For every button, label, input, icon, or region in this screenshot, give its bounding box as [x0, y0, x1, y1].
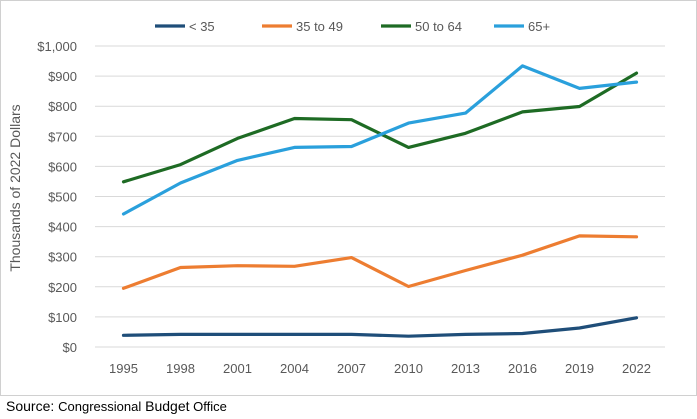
y-tick-label: $1,000 — [37, 39, 77, 54]
x-tick-label: 2019 — [565, 361, 594, 376]
y-tick-label: $300 — [48, 250, 77, 265]
source-org-2: Budget — [141, 398, 190, 414]
legend: < 35 35 to 49 50 to 64 65+ — [155, 19, 550, 34]
chart-frame — [0, 0, 697, 396]
x-tick-label: 2007 — [337, 361, 366, 376]
series-line-0 — [121, 316, 639, 338]
source-label: Source: — [6, 398, 59, 414]
x-tick-label: 2022 — [622, 361, 651, 376]
x-axis-ticks: 1995 1998 2001 2004 2007 2010 2013 2016 2019 2022 — [109, 361, 651, 376]
legend-label-1: 35 to 49 — [296, 19, 343, 34]
series-line-3 — [121, 64, 639, 216]
x-tick-label: 1995 — [109, 361, 138, 376]
source-org-1: Congressional — [58, 399, 142, 414]
legend-label-3: 65+ — [528, 19, 550, 34]
y-tick-label: $200 — [48, 280, 77, 295]
series-line-2 — [121, 71, 639, 184]
y-tick-label: $500 — [48, 190, 77, 205]
source-note: Source: Congressional Budget Office — [6, 398, 227, 414]
legend-label-2: 50 to 64 — [415, 19, 462, 34]
source-org-3: Office — [189, 399, 227, 414]
y-tick-label: $600 — [48, 159, 77, 174]
y-axis-label: Thousands of 2022 Dollars — [7, 104, 23, 271]
y-tick-label: $100 — [48, 310, 77, 325]
series-lines — [121, 64, 639, 338]
y-tick-label: $700 — [48, 129, 77, 144]
x-tick-label: 2016 — [508, 361, 537, 376]
y-tick-label: $0 — [63, 340, 77, 355]
x-tick-label: 1998 — [166, 361, 195, 376]
legend-label-0: < 35 — [189, 19, 215, 34]
y-axis-ticks: $0 $100 $200 $300 $400 $500 $600 $700 $800 $900 $1… — [37, 39, 77, 355]
x-tick-label: 2010 — [394, 361, 423, 376]
series-line-1 — [121, 234, 639, 290]
y-tick-label: $800 — [48, 99, 77, 114]
x-tick-label: 2013 — [451, 361, 480, 376]
y-tick-label: $400 — [48, 220, 77, 235]
x-tick-label: 2004 — [280, 361, 309, 376]
line-chart: $0 $100 $200 $300 $400 $500 $600 $700 $800 $900 $1… — [7, 19, 665, 376]
gridlines — [95, 45, 665, 348]
x-tick-label: 2001 — [223, 361, 252, 376]
y-tick-label: $900 — [48, 69, 77, 84]
